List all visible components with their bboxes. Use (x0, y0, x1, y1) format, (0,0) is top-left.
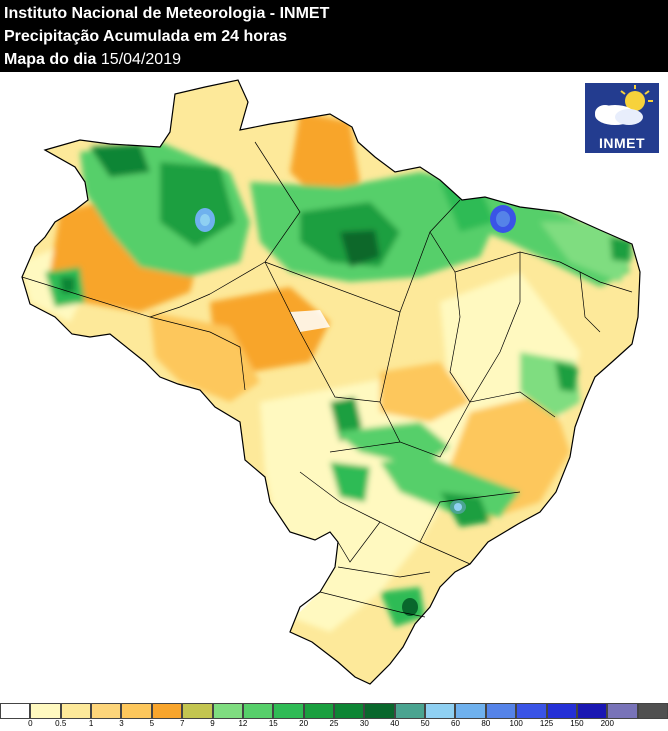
legend-tick-label: 0 (28, 719, 33, 728)
legend-tick-label: 1 (88, 719, 94, 728)
legend-tick-label: 15 (268, 719, 278, 728)
legend-tick-label: 30 (359, 719, 369, 728)
legend-swatch (394, 703, 426, 719)
legend-tick-label: 200 (600, 719, 614, 728)
legend-swatch (455, 703, 486, 719)
map-date-line: Mapa do dia 15/04/2019 (4, 51, 181, 69)
map-header: Instituto Nacional de Meteorologia - INM… (0, 0, 668, 72)
rainfall-field (22, 80, 640, 684)
brazil-map-svg (21, 79, 641, 685)
legend-swatch (516, 703, 547, 719)
legend-tick-label: 9 (210, 719, 215, 728)
legend-tick-label: 3 (119, 719, 124, 728)
legend-tick-label: 5 (149, 719, 155, 728)
legend-swatch (121, 703, 152, 719)
map-subtitle: Precipitação Acumulada em 24 horas (4, 28, 288, 45)
legend-tick-label: 0.5 (55, 719, 67, 728)
legend-tick-label: 125 (539, 719, 554, 728)
precipitation-map (0, 72, 668, 701)
sun-cloud-icon (595, 85, 653, 125)
legend-swatch (637, 703, 668, 719)
legend-tick-label: 40 (390, 719, 400, 728)
legend-tick-label: 25 (329, 719, 339, 728)
brazil-border (21, 79, 641, 685)
legend-swatch (546, 703, 577, 719)
legend-swatch (151, 703, 183, 719)
precipitation-legend: 0 0.5 1 3 5 7 9 12 15 20 25 30 40 50 60 80 100 125 150 200 (0, 701, 668, 731)
legend-swatch (303, 703, 334, 719)
legend-tick-label: 100 (509, 719, 523, 728)
legend-tick-label: 80 (481, 719, 491, 728)
legend-tick-label: 12 (238, 719, 248, 728)
legend-swatch (182, 703, 213, 719)
legend-swatch (607, 703, 638, 719)
legend-tick-label: 60 (451, 719, 460, 728)
map-date-label: Mapa do dia (4, 51, 97, 68)
inmet-logo: INMET (585, 83, 659, 153)
legend-swatch (273, 703, 304, 719)
legend-swatch (212, 703, 243, 719)
map-date: 15/04/2019 (100, 51, 181, 68)
legend-swatch (91, 703, 122, 719)
legend-tick-label: 7 (179, 719, 185, 728)
institute-title: Instituto Nacional de Meteorologia - INM… (4, 5, 330, 22)
legend-swatch (576, 703, 608, 719)
legend-tick-label: 50 (420, 719, 430, 728)
legend-swatch (60, 703, 92, 719)
legend-swatch (30, 703, 61, 719)
logo-text: INMET (598, 135, 646, 151)
legend-tick-label: 150 (570, 719, 584, 728)
legend-swatch (242, 703, 274, 719)
legend-swatch (485, 703, 517, 719)
legend-swatch (0, 703, 31, 719)
legend-swatch (364, 703, 395, 719)
legend-swatch (425, 703, 456, 719)
legend-swatch (334, 703, 365, 719)
state-borders (21, 141, 633, 618)
legend-tick-label: 20 (299, 719, 309, 728)
